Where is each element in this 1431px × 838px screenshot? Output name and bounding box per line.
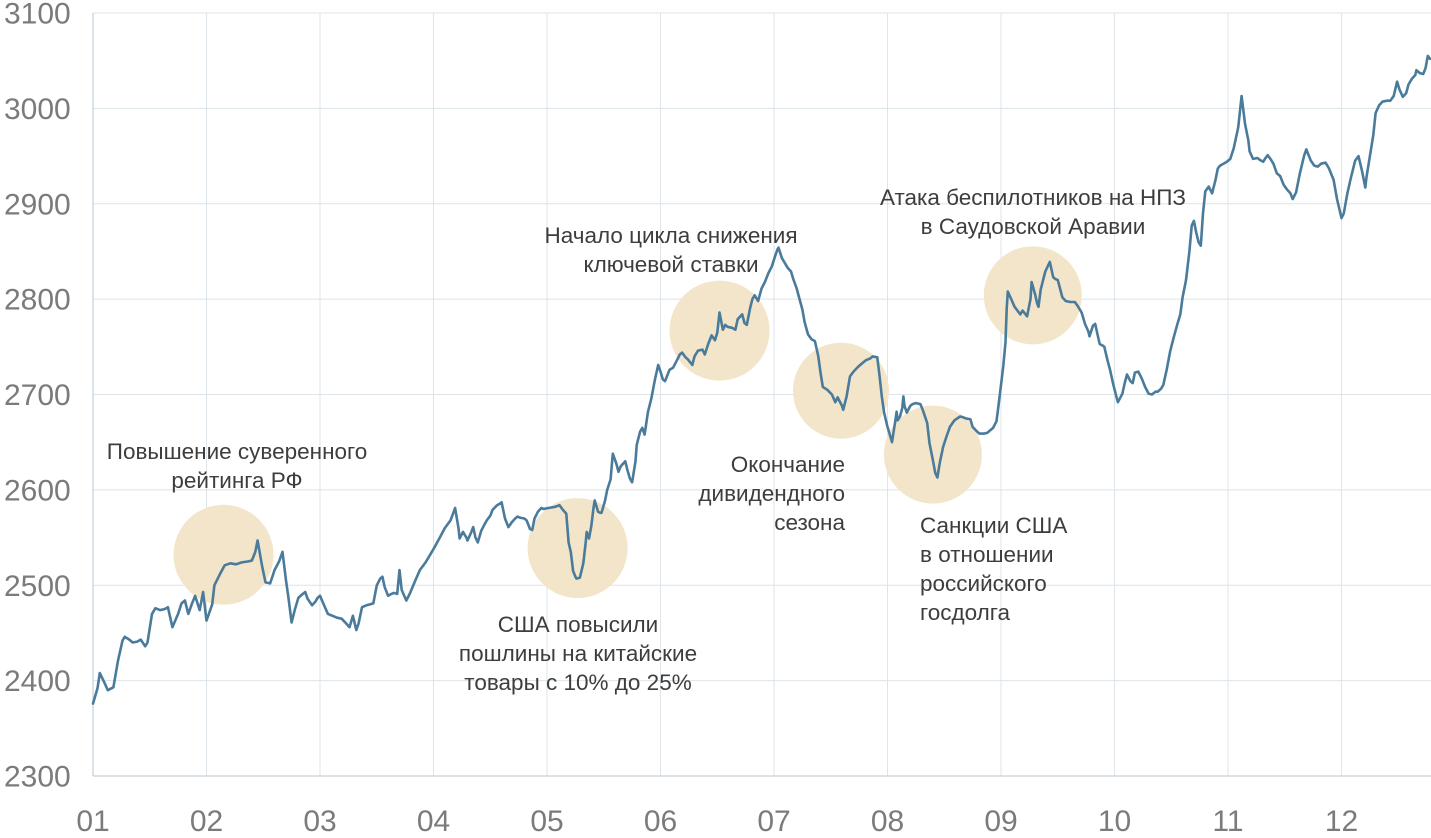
x-axis-label: 08 [871,805,904,838]
y-axis-label: 2700 [4,379,71,412]
x-axis-label: 09 [984,805,1017,838]
highlight-circle-us-tariffs [527,498,628,599]
x-axis-label: 07 [757,805,790,838]
y-axis-label: 3000 [4,93,71,126]
y-axis-label: 3100 [4,0,71,31]
x-axis-label: 06 [644,805,677,838]
y-axis-label: 2500 [4,570,71,603]
x-axis-label: 12 [1325,805,1358,838]
index-line [91,54,1431,705]
y-axis-label: 2900 [4,188,71,221]
highlight-circle-dividend-season-end [792,342,889,439]
y-axis-labels: 2300 2400 2500 2600 2700 2800 2900 3000 3100 [4,0,71,794]
highlight-circles [173,246,1082,605]
gridlines [92,12,1431,777]
x-axis-label: 10 [1098,805,1131,838]
x-axis-label: 11 [1212,805,1243,838]
axes [92,13,1431,777]
x-axis-labels: 01 02 03 04 05 06 07 08 09 10 11 12 [76,805,1358,838]
y-axis-label: 2600 [4,474,71,507]
x-axis-label: 05 [530,805,563,838]
highlight-circle-drone-attack [983,246,1082,345]
highlight-circle-sovereign-rating [173,504,274,605]
y-axis-label: 2400 [4,665,71,698]
x-axis-label: 02 [190,805,223,838]
x-axis-label: 01 [76,805,109,838]
y-axis-label: 2800 [4,284,71,317]
x-axis-label: 03 [303,805,336,838]
x-axis-label: 04 [417,805,450,838]
y-axis-label: 2300 [4,761,71,794]
